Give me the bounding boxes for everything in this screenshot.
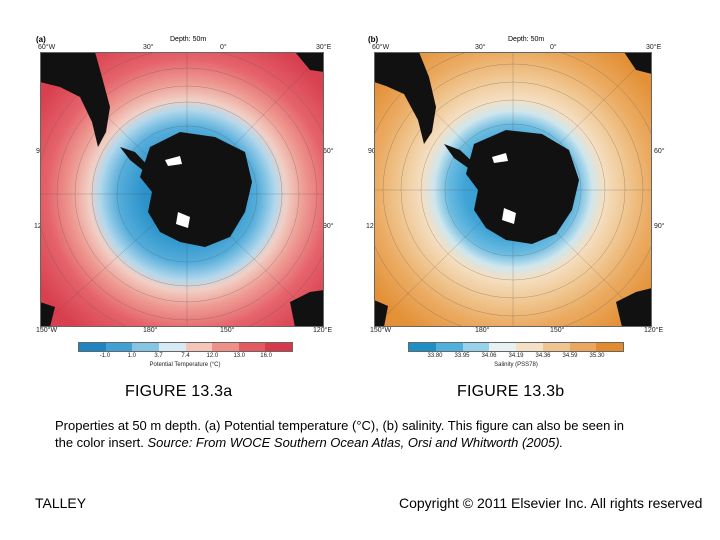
colorbar-swatch [516,343,543,351]
colorbar-tick: 34.36 [535,353,551,359]
panel-a-bottom-label: 180° [143,327,158,334]
panel-b-top-label: 0° [550,44,557,51]
panel-b-bottom-label: 150° [550,327,565,334]
panel-b-depth: Depth: 50m [508,36,545,43]
temperature-colorbar-ticks: -1.0 1.0 3.7 7.4 12.0 13.0 16.0 [78,353,293,361]
colorbar-tick: 34.06 [481,353,497,359]
figure-panel-b: (b) Depth: 50m 60°W 30° 0° 30°E 90° 120°… [362,35,665,368]
colorbar-tick: 34.19 [508,353,524,359]
colorbar-tick: 33.95 [454,353,470,359]
colorbar-swatch [105,343,133,351]
panel-b-left-label: 120° [366,223,381,230]
figure-caption: Properties at 50 m depth. (a) Potential … [55,417,635,451]
panel-a-bottom-label: 150° [220,327,235,334]
colorbar-swatch [185,343,213,351]
colorbar-tick: 1.0 [127,353,136,359]
panel-b-right-label: 90° [654,223,665,230]
caption-source: Source: From WOCE Southern Ocean Atlas, … [147,435,564,450]
footer-author: TALLEY [35,495,87,511]
colorbar-swatch [132,343,159,351]
colorbar-tick: 16.0 [260,353,272,359]
colorbar-swatch [542,343,570,351]
colorbar-swatch [238,343,266,351]
colorbar-swatch [596,343,623,351]
panel-a-bottom-label: 150°W [36,327,58,334]
colorbar-swatch [158,343,186,351]
panel-b-left-label: 90° [368,148,379,155]
colorbar-swatch [409,343,436,351]
colorbar-tick: 3.7 [154,353,163,359]
colorbar-tick: 33.80 [427,353,443,359]
colorbar-tick: -1.0 [99,353,111,359]
figure-panel-a: (a) Depth: 50m 60°W 30° 0° 30°E 90° 120°… [30,35,334,368]
panel-b-tag: (b) [368,35,379,44]
temperature-map [40,52,324,327]
figure-b-label: FIGURE 13.3b [457,383,565,400]
colorbar-swatch [462,343,490,351]
salinity-map [374,52,652,327]
panel-b-bottom-label: 120°E [644,327,664,334]
panel-b-bottom-label: 180° [475,327,490,334]
colorbar-swatch [79,343,106,351]
panel-a-top-label: 60°W [38,44,56,51]
temperature-colorbar [78,342,293,352]
colorbar-tick: 13.0 [233,353,246,359]
panel-a-top-label: 30°E [316,44,332,51]
colorbar-swatch [489,343,516,351]
panel-a-right-label: 60° [323,148,334,155]
panel-b-bottom-label: 150°W [370,327,392,334]
colorbar-tick: 7.4 [181,353,190,359]
colorbar-tick: 34.59 [562,353,578,359]
caption-text: Properties at 50 m depth. (a) Potential … [55,418,625,450]
panel-a-right-label: 90° [323,223,334,230]
colorbar-tick: 35.30 [589,353,605,359]
colorbar-tick: 12.0 [206,353,219,359]
salinity-colorbar-title: Salinity (PSS78) [494,362,538,368]
colorbar-swatch [569,343,597,351]
colorbar-swatch [212,343,239,351]
footer-copyright: Copyright © 2011 Elsevier Inc. All right… [399,495,703,511]
salinity-colorbar [408,342,624,352]
panel-a-tag: (a) [36,35,46,44]
temperature-colorbar-title: Potential Temperature (°C) [149,362,221,368]
colorbar-swatch [435,343,463,351]
figure-a-label: FIGURE 13.3a [125,383,233,400]
colorbar-swatch [265,343,292,351]
panel-a-bottom-label: 120°E [313,327,333,334]
panel-a-depth: Depth: 50m [170,36,207,43]
panel-a-top-label: 0° [220,44,227,51]
salinity-colorbar-ticks: 33.80 33.95 34.06 34.19 34.36 34.59 35.3… [408,353,624,361]
panel-a-top-label: 30° [143,44,154,51]
panel-b-top-label: 30° [475,44,486,51]
panel-b-top-label: 60°W [372,44,390,51]
panel-b-top-label: 30°E [646,44,662,51]
panel-b-right-label: 60° [654,148,665,155]
